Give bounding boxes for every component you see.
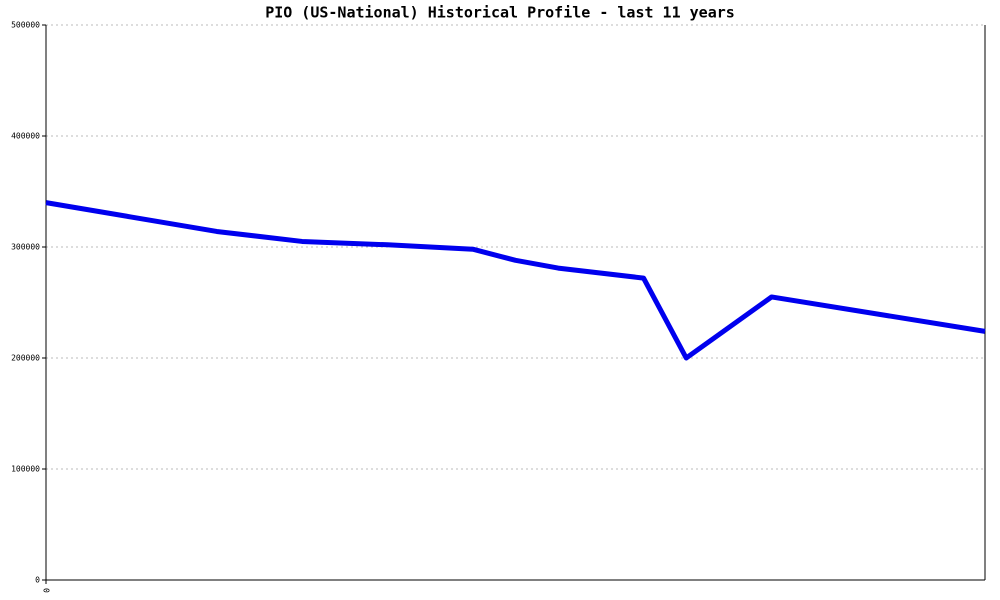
y-tick-label: 500000 (11, 21, 40, 30)
y-tick-label: 400000 (11, 132, 40, 141)
y-tick-label: 300000 (11, 243, 40, 252)
x-tick-label: 0 (42, 588, 51, 593)
chart-title: PIO (US-National) Historical Profile - l… (265, 4, 735, 22)
data-line (45, 200, 986, 361)
y-tick-label: 0 (35, 576, 40, 585)
y-tick-label: 200000 (11, 354, 40, 363)
y-tick-label: 100000 (11, 465, 40, 474)
